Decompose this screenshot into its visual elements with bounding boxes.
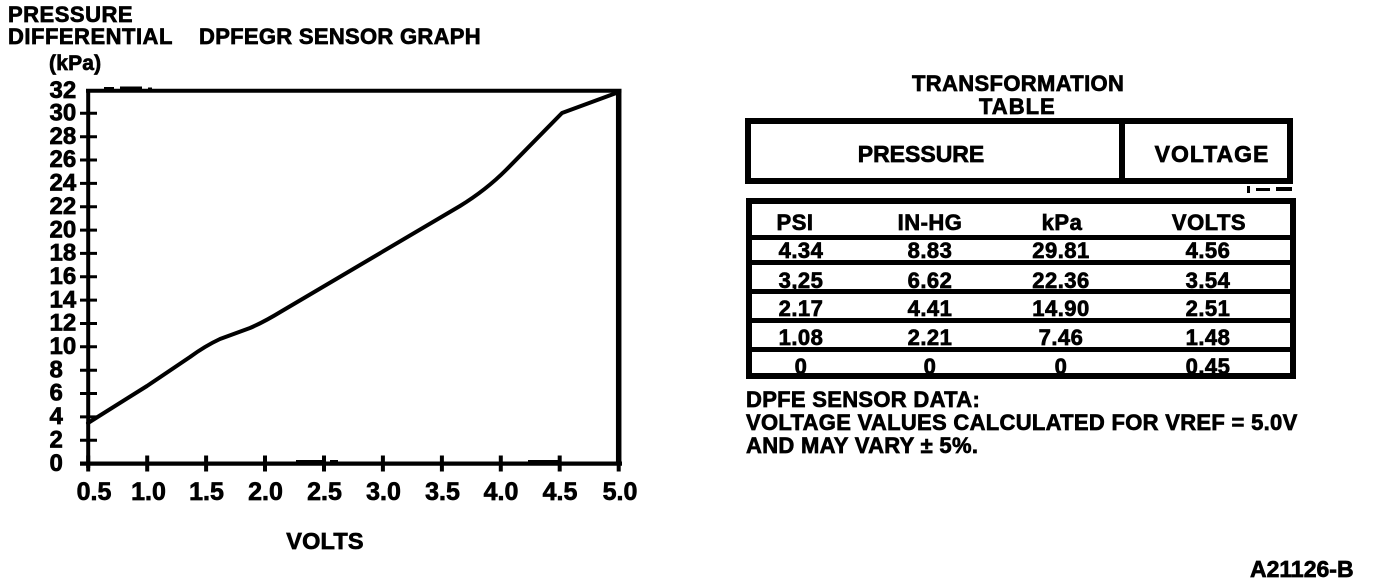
svg-text:30: 30 [50,100,77,127]
svg-text:2.5: 2.5 [307,478,342,506]
svg-text:18: 18 [50,240,77,267]
svg-text:4.5: 4.5 [543,478,578,506]
svg-text:1.5: 1.5 [189,478,224,506]
svg-text:0.5: 0.5 [77,478,112,506]
svg-text:2.0: 2.0 [248,478,283,506]
svg-text:28: 28 [50,123,77,150]
svg-text:14: 14 [50,286,77,313]
svg-text:6: 6 [50,380,63,407]
svg-text:12: 12 [50,310,77,337]
svg-text:3.0: 3.0 [366,478,401,506]
svg-text:4.0: 4.0 [484,478,519,506]
svg-text:2: 2 [50,426,63,453]
svg-text:5.0: 5.0 [603,478,638,506]
svg-text:10: 10 [50,333,77,360]
svg-text:VOLTS: VOLTS [286,528,364,554]
svg-text:22: 22 [50,193,77,220]
svg-text:16: 16 [50,263,77,290]
svg-text:8: 8 [50,356,63,383]
svg-text:3.5: 3.5 [425,478,460,506]
svg-text:24: 24 [50,170,77,197]
svg-text:32: 32 [50,77,77,104]
svg-text:0: 0 [50,450,63,477]
svg-text:26: 26 [50,146,77,173]
svg-text:1.0: 1.0 [131,478,166,506]
svg-text:20: 20 [50,216,77,243]
svg-text:4: 4 [50,403,64,430]
